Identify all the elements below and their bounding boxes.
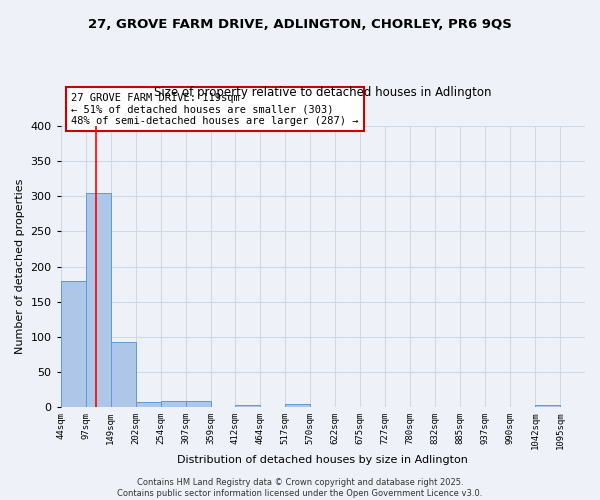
Bar xyxy=(286,404,310,407)
Bar xyxy=(185,400,211,407)
Text: 27, GROVE FARM DRIVE, ADLINGTON, CHORLEY, PR6 9QS: 27, GROVE FARM DRIVE, ADLINGTON, CHORLEY… xyxy=(88,18,512,30)
Bar xyxy=(235,405,260,407)
Bar xyxy=(136,402,161,407)
Title: Size of property relative to detached houses in Adlington: Size of property relative to detached ho… xyxy=(154,86,491,98)
Bar xyxy=(86,193,110,407)
Y-axis label: Number of detached properties: Number of detached properties xyxy=(15,179,25,354)
Bar xyxy=(161,402,185,407)
Text: 27 GROVE FARM DRIVE: 119sqm
← 51% of detached houses are smaller (303)
48% of se: 27 GROVE FARM DRIVE: 119sqm ← 51% of det… xyxy=(71,92,359,126)
Text: Contains HM Land Registry data © Crown copyright and database right 2025.
Contai: Contains HM Land Registry data © Crown c… xyxy=(118,478,482,498)
Bar xyxy=(110,342,136,407)
X-axis label: Distribution of detached houses by size in Adlington: Distribution of detached houses by size … xyxy=(178,455,468,465)
Bar xyxy=(61,280,86,407)
Bar xyxy=(535,405,560,407)
